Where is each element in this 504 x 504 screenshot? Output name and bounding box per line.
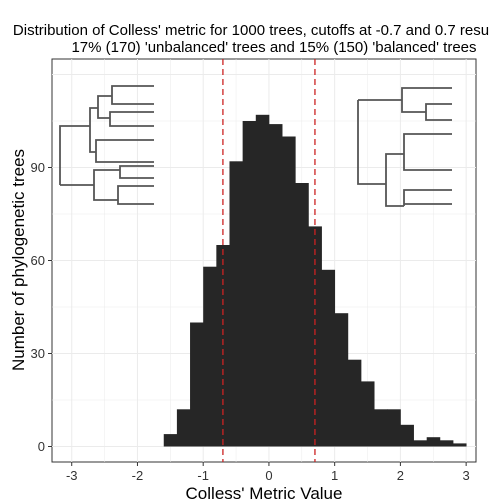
x-tick-label: -1 — [197, 468, 209, 483]
x-tick-label: 3 — [463, 468, 470, 483]
x-tick-label: 2 — [397, 468, 404, 483]
histogram-bar — [439, 440, 454, 447]
y-axis-ticks: 0 30 60 90 — [31, 160, 52, 454]
x-tick-label: -3 — [66, 468, 78, 483]
x-tick-label: -2 — [132, 468, 144, 483]
histogram-bar — [426, 437, 441, 447]
histogram-bar — [190, 322, 204, 447]
histogram-bar — [347, 359, 362, 447]
histogram-bar — [308, 226, 322, 447]
x-axis-label: Colless' Metric Value — [186, 484, 343, 503]
histogram-bar — [360, 381, 375, 447]
histogram-bar — [452, 443, 467, 447]
y-tick-label: 60 — [31, 253, 45, 268]
x-tick-label: 1 — [331, 468, 338, 483]
histogram-bar — [203, 266, 217, 447]
y-tick-label: 90 — [31, 160, 45, 175]
histogram-bar — [321, 269, 336, 447]
y-axis-label: Number of phylogenetic trees — [9, 149, 28, 371]
histogram-bar — [229, 161, 244, 447]
histogram-bar — [255, 114, 270, 447]
histogram-bars — [163, 114, 467, 447]
chart-subtitle: 17% (170) 'unbalanced' trees and 15% (15… — [71, 39, 476, 56]
histogram-bar — [268, 124, 283, 447]
x-axis-ticks: -3 -2 -1 0 1 2 3 — [66, 462, 470, 483]
histogram-bar — [334, 313, 349, 447]
histogram-bar — [176, 409, 191, 447]
histogram-bar — [242, 121, 257, 447]
x-tick-label: 0 — [265, 468, 272, 483]
y-tick-label: 30 — [31, 346, 45, 361]
cutoff-lines — [222, 59, 316, 462]
y-tick-label: 0 — [38, 439, 45, 454]
histogram-bar — [163, 434, 178, 447]
histogram-bar — [387, 409, 401, 447]
histogram-bar — [413, 440, 428, 447]
tree-thumbnail-balanced — [357, 87, 452, 207]
histogram-bar — [282, 136, 296, 447]
histogram-bar — [374, 409, 388, 447]
tree-thumbnail-unbalanced — [59, 85, 154, 205]
chart-title: Distribution of Colless' metric for 1000… — [13, 22, 489, 39]
histogram-bar — [216, 245, 230, 447]
histogram-bar — [295, 183, 309, 447]
histogram-bar — [400, 424, 414, 447]
